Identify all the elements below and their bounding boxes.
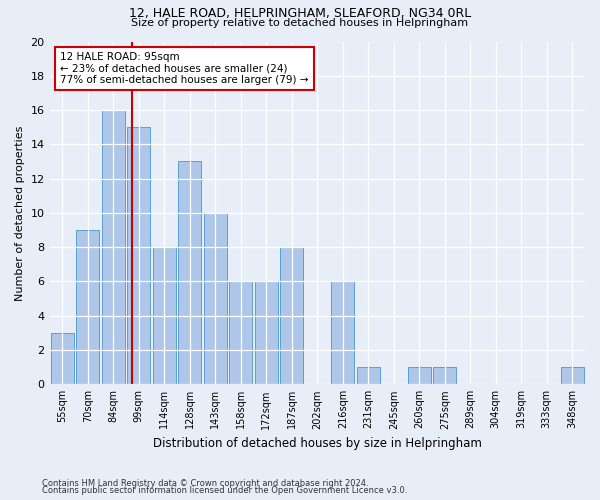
Bar [280,247,303,384]
Bar [229,282,252,385]
Bar [408,367,431,384]
Text: 12 HALE ROAD: 95sqm
← 23% of detached houses are smaller (24)
77% of semi-detach: 12 HALE ROAD: 95sqm ← 23% of detached ho… [60,52,309,85]
Text: Size of property relative to detached houses in Helpringham: Size of property relative to detached ho… [131,18,469,28]
Bar [357,367,380,384]
Bar [433,367,456,384]
Bar [204,213,227,384]
Bar [178,162,201,384]
Bar [561,367,584,384]
Bar [153,247,176,384]
Text: 12, HALE ROAD, HELPRINGHAM, SLEAFORD, NG34 0RL: 12, HALE ROAD, HELPRINGHAM, SLEAFORD, NG… [129,8,471,20]
Text: Contains public sector information licensed under the Open Government Licence v3: Contains public sector information licen… [42,486,407,495]
Bar [331,282,354,385]
Bar [76,230,99,384]
Text: Contains HM Land Registry data © Crown copyright and database right 2024.: Contains HM Land Registry data © Crown c… [42,478,368,488]
Bar [102,110,125,384]
Bar [51,333,74,384]
X-axis label: Distribution of detached houses by size in Helpringham: Distribution of detached houses by size … [153,437,482,450]
Bar [255,282,278,385]
Y-axis label: Number of detached properties: Number of detached properties [15,125,25,300]
Bar [127,127,150,384]
